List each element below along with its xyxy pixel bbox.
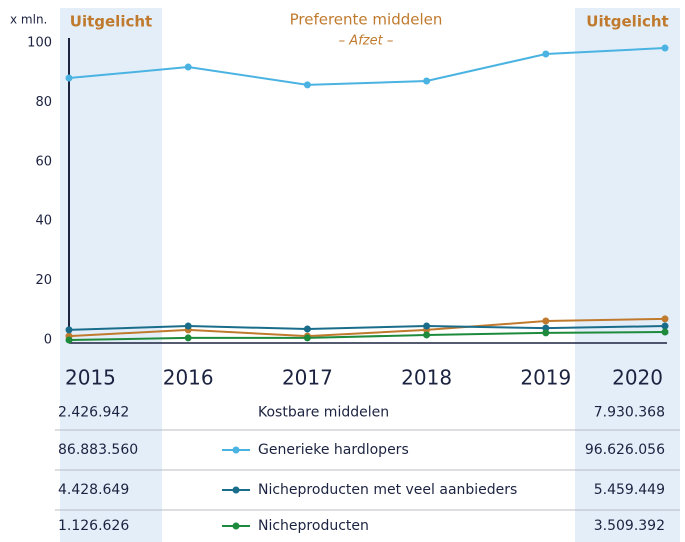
data-point — [423, 331, 431, 339]
highlight-band — [60, 8, 162, 542]
x-tick-label: 2020 — [612, 366, 663, 390]
y-tick-label: 80 — [35, 95, 52, 110]
data-point — [661, 315, 669, 323]
data-point — [542, 329, 550, 337]
chart-subtitle: – Afzet – — [339, 34, 394, 49]
series-line — [68, 325, 666, 331]
data-point — [423, 77, 431, 85]
legend-label: Generieke hardlopers — [258, 442, 409, 458]
chart-title: Preferente middelen — [290, 11, 443, 29]
table-cell: 7.930.368 — [594, 405, 665, 421]
data-point — [303, 334, 311, 342]
data-point — [65, 74, 73, 82]
y-tick-label: 40 — [35, 214, 52, 229]
table-cell: 3.509.392 — [594, 518, 665, 534]
legend-marker — [232, 522, 240, 530]
legend-marker — [232, 486, 240, 494]
x-tick-label: 2018 — [401, 366, 452, 390]
data-point — [542, 317, 550, 325]
data-point — [184, 63, 192, 71]
table-cell: 1.126.626 — [58, 518, 129, 534]
x-tick-label: 2017 — [282, 366, 333, 390]
legend-marker — [232, 446, 240, 454]
data-point — [303, 325, 311, 333]
data-point — [65, 336, 73, 344]
y-tick-label: 100 — [27, 36, 52, 51]
table-cell: 2.426.942 — [58, 405, 129, 421]
x-tick-label: 2015 — [65, 366, 116, 390]
data-point — [423, 322, 431, 330]
highlight-label: Uitgelicht — [70, 13, 152, 31]
legend-label: Kostbare middelen — [258, 405, 389, 421]
data-point — [661, 328, 669, 336]
data-point — [303, 81, 311, 89]
highlight-band — [575, 8, 680, 542]
legend-label: Nicheproducten — [258, 518, 369, 534]
data-point — [661, 322, 669, 330]
data-point — [184, 322, 192, 330]
x-tick-label: 2016 — [163, 366, 214, 390]
y-tick-label: 0 — [44, 333, 52, 348]
y-axis-label: x mln. — [10, 13, 47, 27]
table-cell: 4.428.649 — [58, 482, 129, 498]
data-point — [661, 44, 669, 52]
highlight-label: Uitgelicht — [586, 13, 668, 31]
legend-label: Nicheproducten met veel aanbieders — [258, 482, 517, 498]
data-point — [184, 334, 192, 342]
table-cell: 96.626.056 — [585, 442, 665, 458]
table-cell: 86.883.560 — [58, 442, 138, 458]
y-tick-label: 20 — [35, 273, 52, 288]
x-tick-label: 2019 — [520, 366, 571, 390]
table-cell: 5.459.449 — [594, 482, 665, 498]
data-point — [542, 50, 550, 58]
data-point — [65, 326, 73, 334]
y-tick-label: 60 — [35, 154, 52, 169]
series-line — [68, 47, 666, 86]
series-line — [68, 330, 666, 341]
series-line — [68, 317, 666, 338]
